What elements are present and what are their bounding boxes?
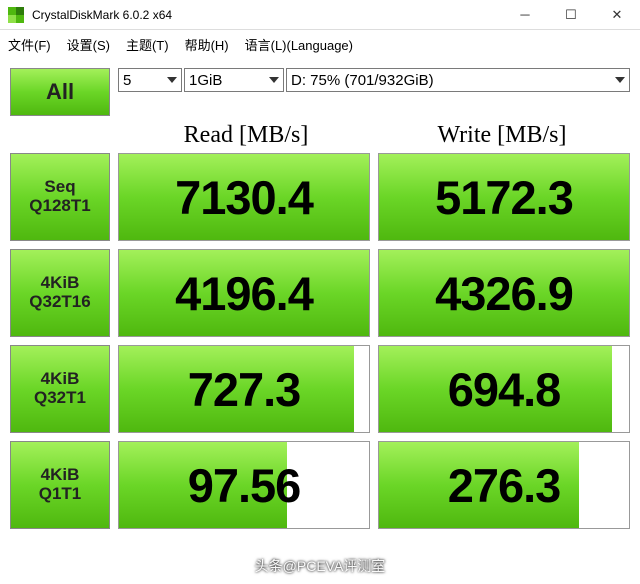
read-value: 4196.4 [175,266,313,321]
top-row: All 5 1GiB D: 75% (701/932GiB) [10,68,630,116]
test-button[interactable]: 4KiBQ32T1 [10,345,110,433]
drive-value: D: 75% (701/932GiB) [291,72,434,89]
test-name-line2: Q1T1 [39,485,82,504]
drive-select[interactable]: D: 75% (701/932GiB) [286,68,630,92]
watermark: 头条@PCEVA评测室 [0,556,640,576]
app-icon [8,7,24,23]
testsize-value: 1GiB [189,72,222,89]
write-value: 4326.9 [435,266,573,321]
close-button[interactable]: ✕ [594,0,640,30]
menu-theme[interactable]: 主题(T) [126,35,169,54]
test-button[interactable]: SeqQ128T1 [10,153,110,241]
read-cell: 97.56 [118,441,370,529]
bench-row: 4KiBQ32T16 4196.4 4326.9 [10,249,630,337]
loops-select[interactable]: 5 [118,68,182,92]
all-button[interactable]: All [10,68,110,116]
selects: 5 1GiB D: 75% (701/932GiB) [118,68,630,116]
write-cell: 4326.9 [378,249,630,337]
testsize-select[interactable]: 1GiB [184,68,284,92]
chevron-down-icon [269,77,279,83]
titlebar: CrystalDiskMark 6.0.2 x64 ─ ☐ ✕ [0,0,640,30]
test-name-line1: 4KiB [41,274,80,293]
content: All 5 1GiB D: 75% (701/932GiB) Read [MB/… [0,58,640,547]
menubar: 文件(F) 设置(S) 主题(T) 帮助(H) 语言(L)(Language) [0,30,640,58]
write-value: 5172.3 [435,170,573,225]
bench-row: 4KiBQ32T1 727.3 694.8 [10,345,630,433]
window-title: CrystalDiskMark 6.0.2 x64 [32,8,502,22]
menu-settings[interactable]: 设置(S) [67,35,110,54]
write-value: 276.3 [448,458,561,513]
read-cell: 4196.4 [118,249,370,337]
write-cell: 276.3 [378,441,630,529]
test-name-line1: Seq [44,178,75,197]
bench-row: 4KiBQ1T1 97.56 276.3 [10,441,630,529]
menu-language[interactable]: 语言(L)(Language) [245,35,353,54]
write-cell: 5172.3 [378,153,630,241]
test-name-line1: 4KiB [41,370,80,389]
header-write: Write [MB/s] [374,122,630,149]
chevron-down-icon [615,77,625,83]
read-value: 97.56 [188,458,301,513]
column-headers: Read [MB/s] Write [MB/s] [118,122,630,149]
test-name-line2: Q128T1 [29,197,90,216]
read-value: 7130.4 [175,170,313,225]
bench-row: SeqQ128T1 7130.4 5172.3 [10,153,630,241]
write-value: 694.8 [448,362,561,417]
menu-file[interactable]: 文件(F) [8,35,51,54]
chevron-down-icon [167,77,177,83]
header-read: Read [MB/s] [118,122,374,149]
test-button[interactable]: 4KiBQ1T1 [10,441,110,529]
loops-value: 5 [123,72,131,89]
read-cell: 727.3 [118,345,370,433]
maximize-button[interactable]: ☐ [548,0,594,30]
read-value: 727.3 [188,362,301,417]
test-name-line1: 4KiB [41,466,80,485]
test-name-line2: Q32T1 [34,389,86,408]
test-name-line2: Q32T16 [29,293,90,312]
read-cell: 7130.4 [118,153,370,241]
write-cell: 694.8 [378,345,630,433]
minimize-button[interactable]: ─ [502,0,548,30]
menu-help[interactable]: 帮助(H) [185,35,229,54]
test-button[interactable]: 4KiBQ32T16 [10,249,110,337]
